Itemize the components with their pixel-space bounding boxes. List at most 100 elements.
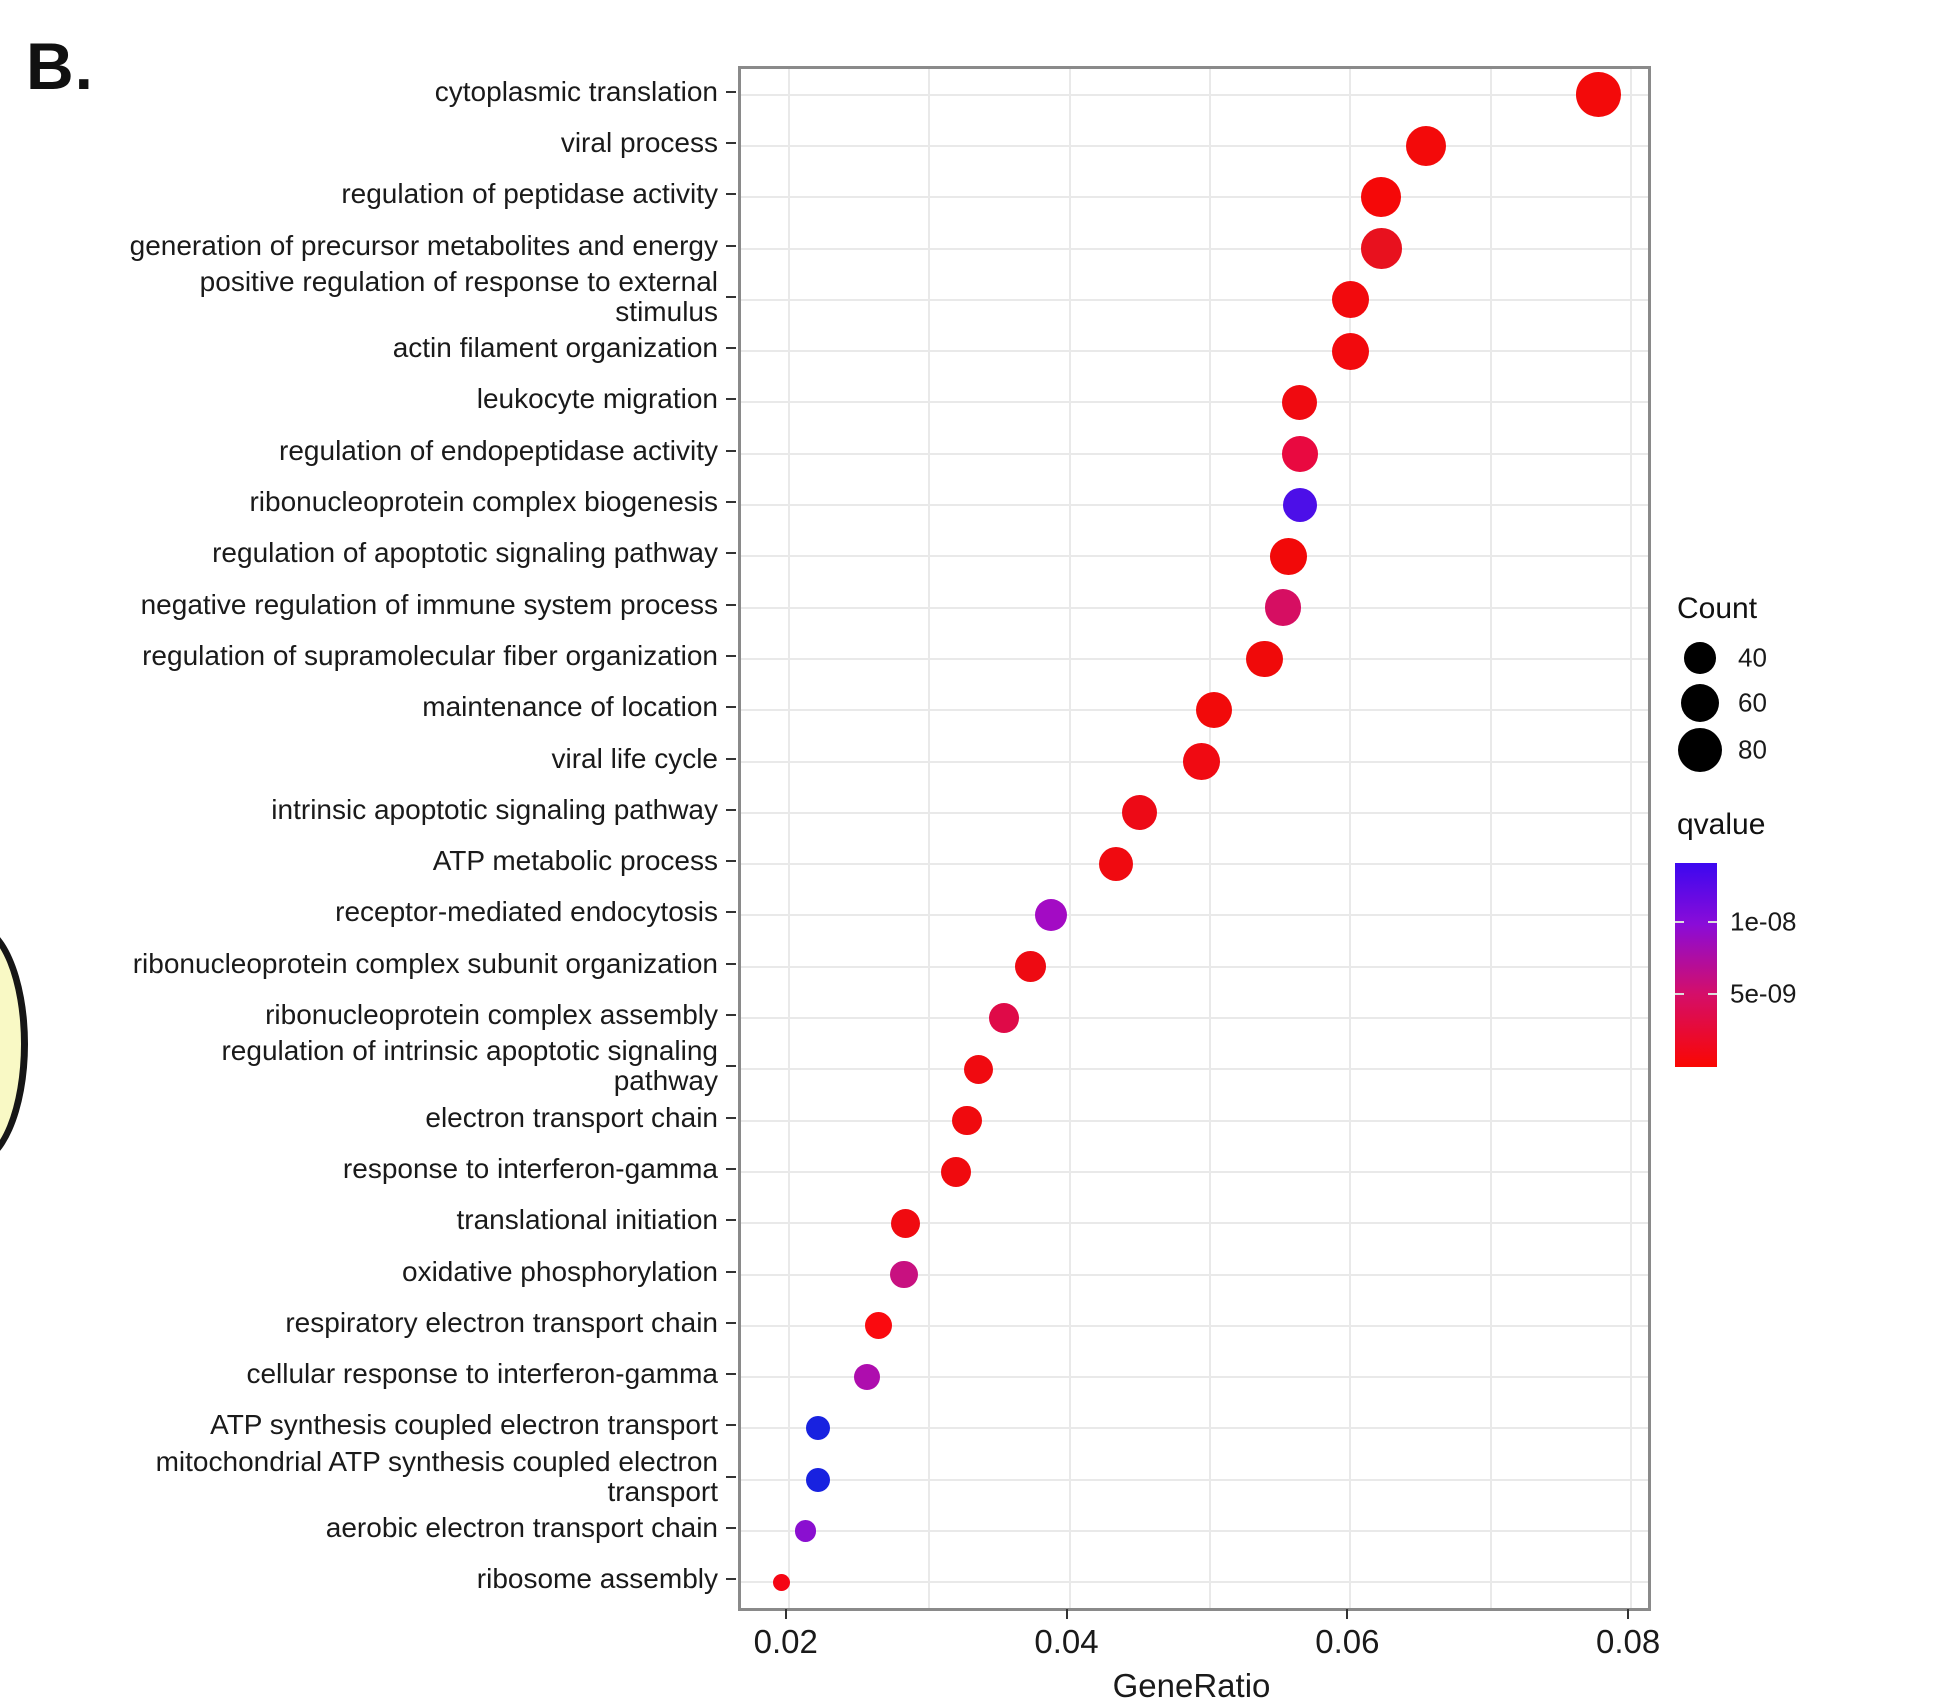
y-axis-label: positive regulation of response to exter… bbox=[199, 265, 718, 327]
count-legend-circle bbox=[1684, 642, 1716, 674]
data-point bbox=[865, 1312, 893, 1340]
y-axis-tick bbox=[726, 552, 736, 555]
data-point bbox=[1122, 795, 1158, 831]
horizontal-gridline bbox=[741, 196, 1648, 199]
data-point bbox=[1282, 488, 1317, 522]
horizontal-gridline bbox=[741, 555, 1648, 558]
horizontal-gridline bbox=[741, 914, 1648, 917]
y-axis-label: receptor-mediated endocytosis bbox=[335, 896, 718, 928]
y-axis-tick bbox=[726, 1373, 736, 1376]
horizontal-gridline bbox=[741, 504, 1648, 507]
count-legend-title: Count bbox=[1677, 592, 1758, 625]
y-axis-tick bbox=[726, 860, 736, 863]
horizontal-gridline bbox=[741, 1222, 1648, 1225]
y-axis-tick bbox=[726, 1270, 736, 1273]
x-axis-tick bbox=[1627, 1609, 1630, 1619]
y-axis-label: respiratory electron transport chain bbox=[285, 1306, 718, 1338]
y-axis-label: generation of precursor metabolites and … bbox=[129, 229, 718, 261]
x-axis-tick-label: 0.04 bbox=[1034, 1623, 1099, 1660]
data-point bbox=[854, 1364, 881, 1391]
count-legend-circle bbox=[1677, 727, 1723, 773]
y-axis-tick bbox=[726, 449, 736, 452]
y-axis-label: response to interferon-gamma bbox=[342, 1152, 718, 1184]
x-axis-tick bbox=[784, 1609, 787, 1619]
y-axis-label: oxidative phosphorylation bbox=[402, 1255, 718, 1287]
x-axis-title: GeneRatio bbox=[1112, 1667, 1271, 1704]
qvalue-tick-label: 1e-08 bbox=[1730, 906, 1797, 937]
y-axis-tick bbox=[726, 90, 736, 93]
data-point bbox=[963, 1054, 993, 1084]
horizontal-gridline bbox=[741, 247, 1648, 250]
data-point bbox=[1282, 384, 1318, 420]
qvalue-bar-tick bbox=[1708, 921, 1717, 924]
x-axis-tick-label: 0.08 bbox=[1596, 1623, 1661, 1660]
y-axis-label: actin filament organization bbox=[392, 332, 718, 364]
vertical-gridline bbox=[1489, 69, 1492, 1608]
y-axis-label: aerobic electron transport chain bbox=[325, 1512, 718, 1544]
vertical-gridline bbox=[787, 69, 790, 1608]
y-axis-label: viral life cycle bbox=[551, 742, 718, 774]
horizontal-gridline bbox=[741, 298, 1648, 301]
horizontal-gridline bbox=[741, 606, 1648, 609]
data-point bbox=[1035, 899, 1068, 932]
y-axis-label: viral process bbox=[560, 126, 718, 158]
y-axis-tick bbox=[726, 244, 736, 247]
x-axis-tick-label: 0.02 bbox=[753, 1623, 818, 1660]
qvalue-tick-label: 5e-09 bbox=[1730, 978, 1797, 1009]
y-axis-tick bbox=[726, 962, 736, 965]
y-axis-label: electron transport chain bbox=[425, 1101, 718, 1133]
y-axis-tick bbox=[726, 1219, 736, 1222]
y-axis-tick bbox=[726, 1321, 736, 1324]
data-point bbox=[1331, 332, 1369, 370]
figure-panel-label: B. bbox=[26, 29, 94, 103]
data-point bbox=[1183, 743, 1220, 780]
y-axis-tick bbox=[726, 398, 736, 401]
qvalue-gradient-bar bbox=[1675, 863, 1717, 1067]
qvalue-bar-tick bbox=[1675, 992, 1684, 995]
y-axis-label: maintenance of location bbox=[422, 691, 718, 723]
horizontal-gridline bbox=[741, 965, 1648, 968]
data-point bbox=[1270, 537, 1307, 575]
horizontal-gridline bbox=[741, 1324, 1648, 1327]
y-axis-tick bbox=[726, 1065, 736, 1068]
horizontal-gridline bbox=[741, 1170, 1648, 1173]
y-axis-label: regulation of endopeptidase activity bbox=[279, 434, 718, 466]
data-point bbox=[1014, 951, 1046, 983]
y-axis-label: ribosome assembly bbox=[476, 1563, 718, 1595]
y-axis-tick bbox=[726, 1116, 736, 1119]
horizontal-gridline bbox=[741, 863, 1648, 866]
y-axis-label: mitochondrial ATP synthesis coupled elec… bbox=[155, 1445, 718, 1507]
y-axis-tick bbox=[726, 1527, 736, 1530]
y-axis-tick bbox=[726, 1578, 736, 1581]
y-axis-tick bbox=[726, 808, 736, 811]
y-axis-label: cellular response to interferon-gamma bbox=[246, 1358, 718, 1390]
vertical-gridline bbox=[1630, 69, 1633, 1608]
count-legend-value: 40 bbox=[1738, 642, 1767, 673]
data-point bbox=[806, 1416, 831, 1441]
y-axis-tick bbox=[726, 911, 736, 914]
horizontal-gridline bbox=[741, 1581, 1648, 1584]
y-axis-label: regulation of intrinsic apoptotic signal… bbox=[221, 1035, 718, 1097]
vertical-gridline bbox=[928, 69, 931, 1608]
y-axis-tick bbox=[726, 193, 736, 196]
qvalue-bar-tick bbox=[1675, 921, 1684, 924]
y-axis-tick bbox=[726, 295, 736, 298]
vertical-gridline bbox=[1349, 69, 1352, 1608]
data-point bbox=[1331, 281, 1369, 319]
qvalue-bar-tick bbox=[1708, 992, 1717, 995]
data-point bbox=[1406, 125, 1447, 166]
horizontal-gridline bbox=[741, 657, 1648, 660]
horizontal-gridline bbox=[741, 1119, 1648, 1122]
horizontal-gridline bbox=[741, 1017, 1648, 1020]
data-point bbox=[988, 1003, 1019, 1034]
y-axis-label: ATP synthesis coupled electron transport bbox=[210, 1409, 718, 1441]
data-point bbox=[1360, 228, 1402, 269]
horizontal-gridline bbox=[741, 1273, 1648, 1276]
data-point bbox=[890, 1208, 920, 1238]
y-axis-label: ribonucleoprotein complex biogenesis bbox=[249, 486, 718, 518]
horizontal-gridline bbox=[741, 709, 1648, 712]
y-axis-tick bbox=[726, 501, 736, 504]
y-axis-label: leukocyte migration bbox=[476, 383, 718, 415]
qvalue-legend-title: qvalue bbox=[1677, 808, 1766, 841]
